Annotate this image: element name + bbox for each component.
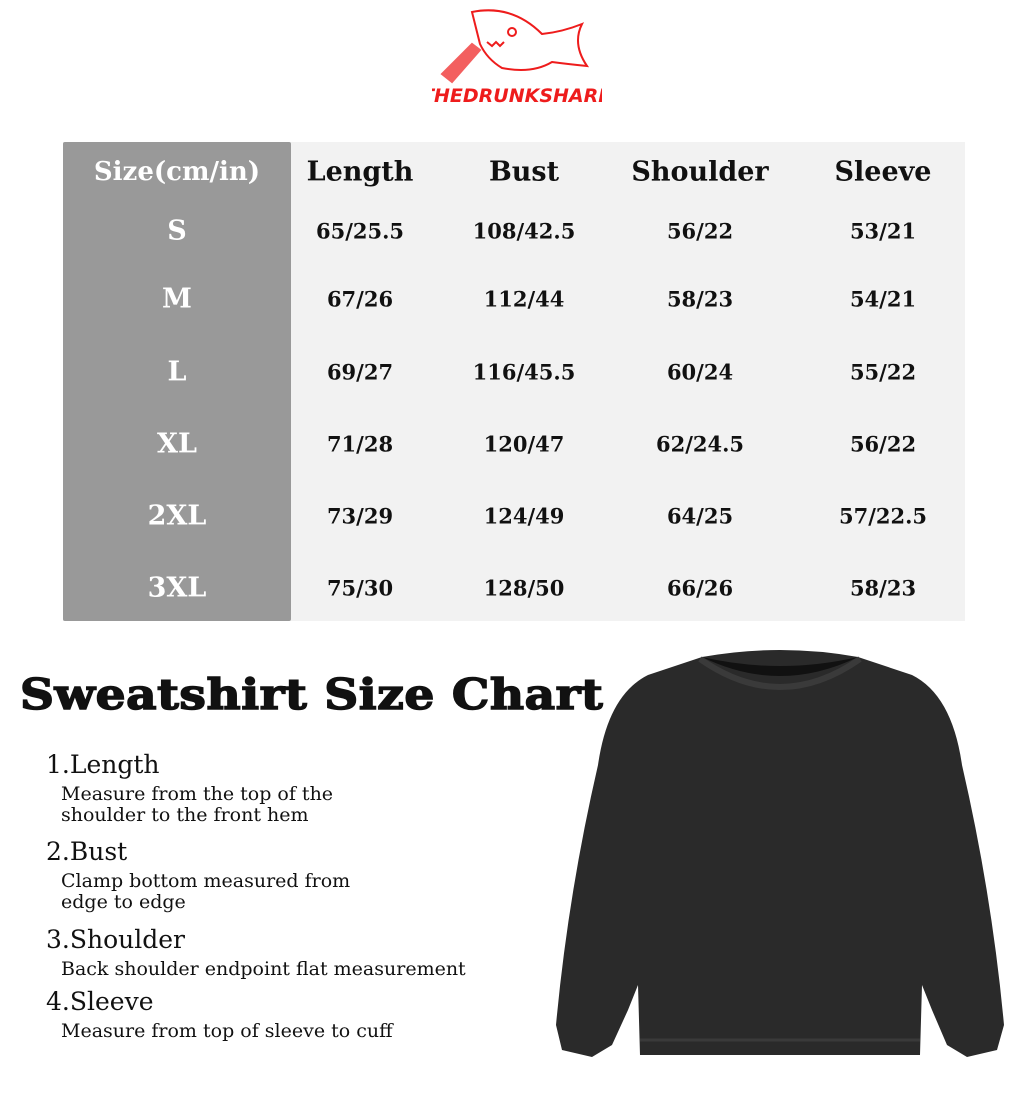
- cell-bust: 108/42.5: [472, 218, 576, 244]
- cell-shoulder: 60/24: [666, 359, 734, 385]
- cell-sleeve: 53/21: [849, 218, 917, 244]
- size-label: XL: [157, 428, 197, 460]
- cell-shoulder: 66/26: [666, 575, 734, 601]
- thedrunkshark-logo: THEDRUNKSHARK: [432, 9, 602, 107]
- cell-sleeve: 55/22: [849, 359, 917, 385]
- cell-bust: 116/45.5: [472, 359, 576, 385]
- size-label: M: [162, 283, 192, 315]
- cell-bust: 112/44: [483, 286, 565, 312]
- cell-length: 65/25.5: [315, 218, 405, 244]
- measurement-description: Clamp bottom measured from: [61, 870, 351, 892]
- column-header-shoulder: Shoulder: [631, 156, 769, 188]
- cell-sleeve: 58/23: [849, 575, 917, 601]
- cell-bust: 124/49: [483, 503, 565, 529]
- cell-sleeve: 56/22: [849, 431, 917, 457]
- column-header-size: Size(cm/in): [93, 157, 261, 187]
- cell-length: 69/27: [326, 359, 394, 385]
- size-column-bg: [63, 142, 291, 621]
- cell-bust: 120/47: [483, 431, 565, 457]
- measurement-heading: 4.Sleeve: [46, 987, 154, 1016]
- cell-bust: 128/50: [483, 575, 565, 601]
- cell-length: 67/26: [326, 286, 394, 312]
- measurement-description: Back shoulder endpoint flat measurement: [61, 958, 466, 980]
- cell-shoulder: 62/24.5: [655, 431, 745, 457]
- size-label: 3XL: [147, 572, 207, 604]
- column-header-bust: Bust: [488, 156, 560, 188]
- cell-sleeve: 54/21: [849, 286, 917, 312]
- size-label: S: [167, 215, 187, 247]
- cell-shoulder: 56/22: [666, 218, 734, 244]
- size-table: Size(cm/in) Length Bust Shoulder Sleeve S 65/2…: [63, 142, 965, 621]
- sweatshirt-image: [556, 650, 1004, 1057]
- size-label: L: [167, 356, 187, 388]
- cell-length: 71/28: [326, 431, 394, 457]
- measurement-description: shoulder to the front hem: [61, 804, 309, 826]
- cell-sleeve: 57/22.5: [838, 503, 928, 529]
- cell-shoulder: 58/23: [666, 286, 734, 312]
- size-label: 2XL: [147, 500, 207, 532]
- page-title: Sweatshirt Size Chart: [19, 669, 604, 720]
- measurement-heading: 2.Bust: [46, 837, 128, 866]
- cell-length: 75/30: [326, 575, 394, 601]
- cell-shoulder: 64/25: [666, 503, 734, 529]
- measurement-description: edge to edge: [61, 891, 186, 913]
- column-header-length: Length: [306, 156, 414, 188]
- measurement-description: Measure from the top of the: [61, 783, 334, 805]
- measurement-heading: 1.Length: [46, 750, 160, 779]
- measurement-heading: 3.Shoulder: [46, 925, 185, 954]
- column-header-sleeve: Sleeve: [834, 156, 932, 188]
- svg-text:THEDRUNKSHARK: THEDRUNKSHARK: [432, 85, 602, 107]
- measurement-description: Measure from top of sleeve to cuff: [61, 1020, 393, 1042]
- cell-length: 73/29: [326, 503, 394, 529]
